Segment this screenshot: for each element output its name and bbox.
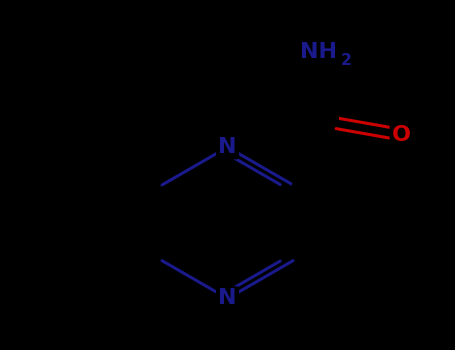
- Text: NH: NH: [300, 42, 337, 62]
- Text: 2: 2: [341, 53, 352, 68]
- Text: N: N: [218, 137, 237, 157]
- Text: N: N: [218, 288, 237, 308]
- Text: O: O: [392, 125, 411, 145]
